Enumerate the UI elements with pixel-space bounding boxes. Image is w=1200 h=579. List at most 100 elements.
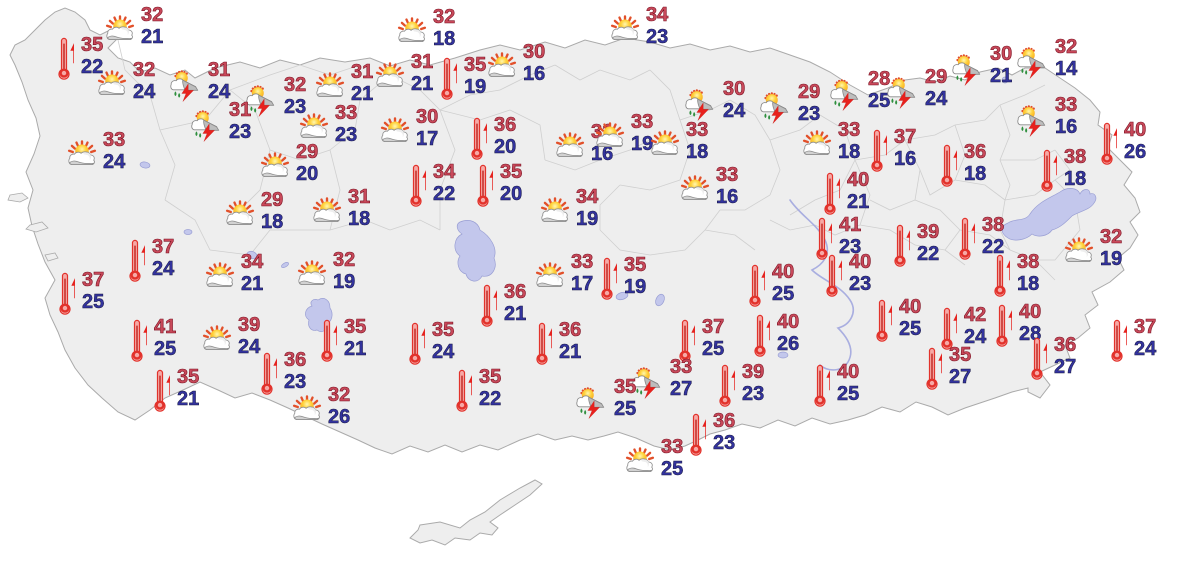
svg-text:39: 39 [742,361,764,383]
svg-text:33: 33 [838,119,860,141]
svg-text:22: 22 [433,183,455,205]
svg-text:22: 22 [479,388,501,410]
svg-text:26: 26 [1124,141,1146,163]
svg-text:29: 29 [261,189,283,211]
svg-text:35: 35 [177,366,199,388]
svg-text:23: 23 [284,371,306,393]
svg-text:36: 36 [559,319,581,341]
svg-text:37: 37 [702,316,724,338]
svg-text:37: 37 [82,269,104,291]
svg-text:33: 33 [670,356,692,378]
svg-text:23: 23 [335,124,357,146]
svg-text:19: 19 [464,76,486,98]
svg-text:22: 22 [982,236,1004,258]
svg-text:24: 24 [152,258,175,280]
svg-text:18: 18 [686,141,708,163]
svg-text:23: 23 [229,121,251,143]
svg-text:16: 16 [523,63,545,85]
svg-text:34: 34 [241,251,264,273]
svg-text:24: 24 [103,151,126,173]
svg-text:35: 35 [614,376,636,398]
svg-text:32: 32 [1100,226,1122,248]
svg-text:19: 19 [631,133,653,155]
svg-text:20: 20 [494,136,516,158]
svg-text:32: 32 [284,74,306,96]
svg-text:25: 25 [837,383,859,405]
svg-text:23: 23 [713,432,735,454]
svg-text:24: 24 [432,341,455,363]
svg-text:37: 37 [152,236,174,258]
svg-text:23: 23 [742,383,764,405]
svg-text:14: 14 [1055,58,1078,80]
svg-text:21: 21 [344,338,366,360]
svg-text:39: 39 [238,314,260,336]
svg-text:41: 41 [154,316,176,338]
svg-text:25: 25 [82,291,104,313]
svg-text:24: 24 [208,81,231,103]
svg-text:35: 35 [81,34,103,56]
svg-text:25: 25 [899,318,921,340]
svg-text:19: 19 [333,271,355,293]
svg-text:38: 38 [982,214,1004,236]
svg-text:18: 18 [1064,168,1086,190]
svg-text:35: 35 [479,366,501,388]
svg-text:32: 32 [333,249,355,271]
svg-text:23: 23 [798,103,820,125]
svg-text:35: 35 [500,161,522,183]
svg-text:30: 30 [523,41,545,63]
svg-text:27: 27 [670,378,692,400]
svg-text:40: 40 [772,261,794,283]
svg-text:21: 21 [990,65,1012,87]
svg-text:20: 20 [500,183,522,205]
svg-text:21: 21 [504,303,526,325]
svg-text:18: 18 [433,28,455,50]
svg-text:31: 31 [348,186,370,208]
svg-text:33: 33 [716,164,738,186]
svg-text:18: 18 [261,211,283,233]
svg-text:19: 19 [576,208,598,230]
svg-text:20: 20 [296,163,318,185]
svg-text:24: 24 [238,336,261,358]
svg-text:35: 35 [432,319,454,341]
svg-text:40: 40 [899,296,921,318]
svg-text:33: 33 [103,129,125,151]
svg-text:23: 23 [646,26,668,48]
svg-text:32: 32 [1055,36,1077,58]
svg-text:23: 23 [849,273,871,295]
svg-text:21: 21 [241,273,263,295]
svg-text:36: 36 [284,349,306,371]
svg-text:21: 21 [177,388,199,410]
svg-text:22: 22 [81,56,103,78]
svg-text:19: 19 [624,276,646,298]
svg-text:17: 17 [416,128,438,150]
svg-text:22: 22 [917,243,939,265]
svg-text:28: 28 [868,68,890,90]
svg-text:32: 32 [328,384,350,406]
svg-text:32: 32 [133,59,155,81]
svg-text:29: 29 [925,66,947,88]
svg-text:31: 31 [208,59,230,81]
svg-text:30: 30 [990,43,1012,65]
svg-text:37: 37 [1134,316,1156,338]
svg-text:33: 33 [571,251,593,273]
svg-text:33: 33 [335,102,357,124]
svg-text:36: 36 [964,141,986,163]
svg-text:24: 24 [925,88,948,110]
svg-text:24: 24 [723,100,746,122]
svg-text:40: 40 [1124,119,1146,141]
svg-text:36: 36 [504,281,526,303]
svg-text:25: 25 [868,90,890,112]
svg-text:26: 26 [328,406,350,428]
svg-text:36: 36 [713,410,735,432]
svg-text:31: 31 [229,99,251,121]
svg-text:25: 25 [614,398,636,420]
svg-text:33: 33 [661,436,683,458]
svg-text:32: 32 [141,4,163,26]
svg-text:19: 19 [1100,248,1122,270]
svg-text:18: 18 [1017,273,1039,295]
svg-text:24: 24 [133,81,156,103]
svg-text:21: 21 [141,26,163,48]
svg-text:29: 29 [798,81,820,103]
svg-text:40: 40 [837,361,859,383]
svg-text:35: 35 [949,344,971,366]
